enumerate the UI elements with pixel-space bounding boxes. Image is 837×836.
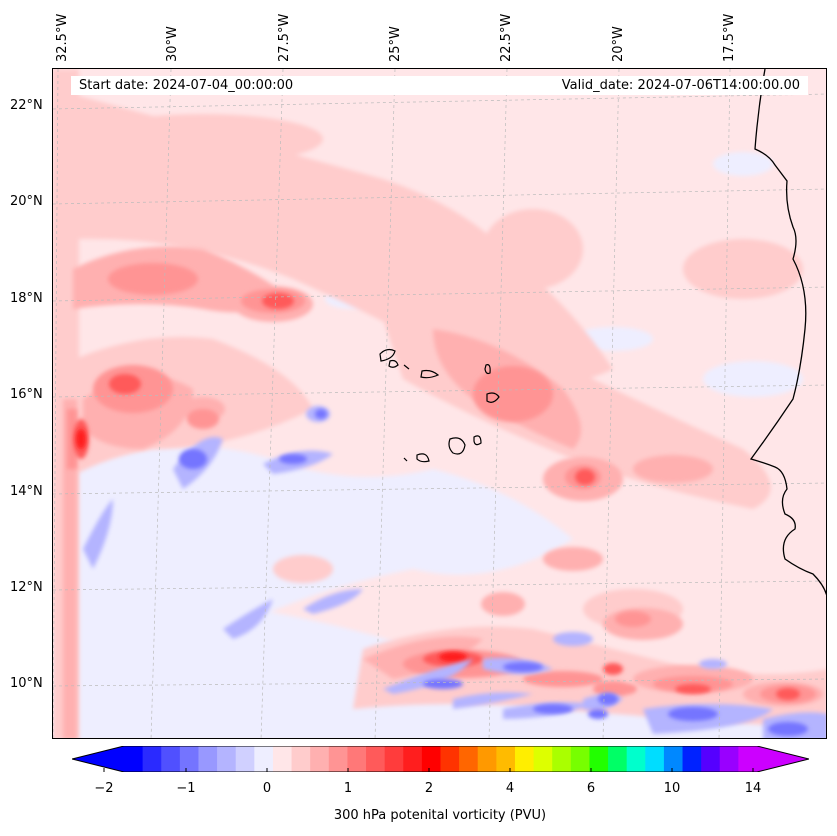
colorbar-tick-neg2: −2	[94, 781, 114, 796]
colorbar-segment	[608, 746, 628, 772]
lon-label-32-5w: 32.5°W	[55, 13, 70, 62]
colorbar-extend-low	[72, 746, 124, 772]
colorbar-segment	[626, 746, 646, 772]
colorbar-segment	[198, 746, 218, 772]
colorbar-segment	[477, 746, 497, 772]
pv-map-panel	[52, 68, 827, 739]
valid-date-label: Valid_date: 2024-07-06T14:00:00.00	[561, 78, 800, 93]
colorbar-tick-0: 0	[262, 781, 272, 796]
lat-label-22n: 22°N	[10, 98, 43, 113]
colorbar-segment	[310, 746, 330, 772]
lon-label-30w: 30°W	[165, 26, 180, 62]
colorbar-segment	[663, 746, 684, 772]
colorbar-segment	[738, 746, 758, 772]
lat-label-14n: 14°N	[10, 484, 43, 499]
lat-label-12n: 12°N	[10, 580, 43, 595]
colorbar-segment	[272, 746, 293, 772]
colorbar-tick-4: 4	[505, 781, 515, 796]
date-header: Start date: 2024-07-04_00:00:00 Valid_da…	[71, 76, 808, 95]
colorbar-tick-14: 14	[744, 781, 762, 796]
colorbar-segment	[161, 746, 181, 772]
colorbar-segment	[533, 746, 553, 772]
colorbar-segment	[552, 746, 572, 772]
lon-label-17-5w: 17.5°W	[722, 13, 737, 62]
colorbar-segment	[124, 746, 144, 772]
colorbar-segment	[589, 746, 609, 772]
colorbar-segment	[235, 746, 255, 772]
lon-label-27-5w: 27.5°W	[277, 13, 292, 62]
colorbar-segment	[514, 746, 535, 772]
lon-label-22-5w: 22.5°W	[499, 13, 514, 62]
colorbar-segment	[217, 746, 237, 772]
colorbar-segment	[328, 746, 349, 772]
lat-label-18n: 18°N	[10, 291, 43, 306]
colorbar-segment	[421, 746, 442, 772]
colorbar-segment	[682, 746, 702, 772]
start-date-label: Start date: 2024-07-04_00:00:00	[79, 78, 294, 93]
pv-contour-field	[53, 69, 826, 738]
colorbar-tick-1: 1	[343, 781, 353, 796]
colorbar-segment	[459, 746, 479, 772]
colorbar-segment	[179, 746, 200, 772]
colorbar-extend-high	[757, 746, 809, 772]
cape-verde-islands	[379, 348, 500, 463]
colorbar-title: 300 hPa potenital vorticity (PVU)	[333, 808, 547, 823]
lat-label-16n: 16°N	[10, 387, 43, 402]
lat-label-10n: 10°N	[10, 676, 43, 691]
coastline	[749, 69, 826, 596]
colorbar-segment	[645, 746, 665, 772]
lat-label-20n: 20°N	[10, 194, 43, 209]
colorbar-segment	[570, 746, 591, 772]
colorbar-segment	[347, 746, 367, 772]
lon-label-20w: 20°W	[611, 26, 626, 62]
colorbar-segment	[719, 746, 739, 772]
colorbar-tick-6: 6	[586, 781, 596, 796]
colorbar-segment	[291, 746, 311, 772]
lon-label-25w: 25°W	[388, 26, 403, 62]
colorbar-segment	[440, 746, 460, 772]
colorbar-segment	[403, 746, 423, 772]
colorbar-segment	[384, 746, 404, 772]
colorbar-tick-2: 2	[424, 781, 434, 796]
colorbar-segment	[142, 746, 162, 772]
colorbar-tick-10: 10	[663, 781, 681, 796]
colorbar-tick-neg1: −1	[176, 781, 196, 796]
colorbar-segment	[496, 746, 516, 772]
colorbar-segment	[366, 746, 386, 772]
colorbar-segment	[254, 746, 274, 772]
colorbar-segment	[701, 746, 721, 772]
pv-colorbar	[72, 746, 809, 772]
